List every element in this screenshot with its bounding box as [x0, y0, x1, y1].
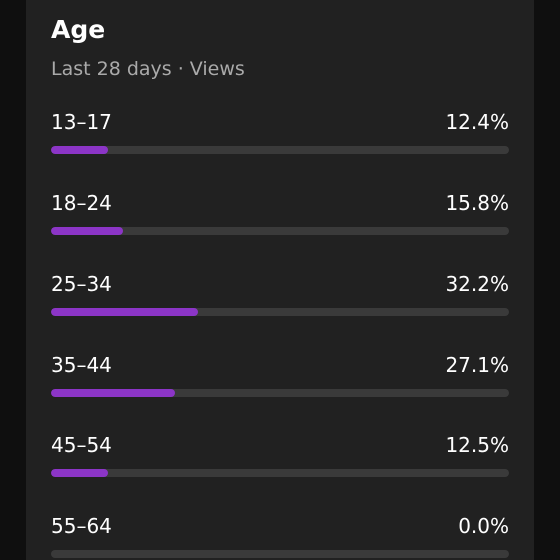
age-range-label: 35–44 [51, 353, 112, 377]
age-row: 25–34 32.2% [51, 271, 509, 321]
age-range-label: 55–64 [51, 514, 112, 538]
card-title: Age [51, 15, 106, 44]
progress-fill [51, 308, 199, 316]
age-row: 55–64 0.0% [51, 513, 509, 560]
age-range-label: 13–17 [51, 110, 112, 134]
card-subtitle: Last 28 days · Views [51, 58, 245, 80]
progress-track [51, 146, 509, 154]
progress-track [51, 469, 509, 477]
age-row: 18–24 15.8% [51, 190, 509, 240]
progress-track [51, 389, 509, 397]
age-percent-value: 15.8% [445, 191, 509, 215]
age-row: 45–54 12.5% [51, 432, 509, 482]
progress-track [51, 550, 509, 558]
progress-track [51, 227, 509, 235]
age-breakdown-card: Age Last 28 days · Views 13–17 12.4% 18–… [26, 0, 534, 560]
progress-fill [51, 227, 124, 235]
age-percent-value: 27.1% [445, 353, 509, 377]
age-percent-value: 12.5% [445, 433, 509, 457]
age-percent-value: 12.4% [445, 110, 509, 134]
progress-fill [51, 389, 176, 397]
age-row: 13–17 12.4% [51, 109, 509, 159]
age-percent-value: 0.0% [458, 514, 509, 538]
progress-fill [51, 469, 109, 477]
age-row: 35–44 27.1% [51, 352, 509, 402]
age-range-label: 25–34 [51, 272, 112, 296]
progress-track [51, 308, 509, 316]
age-range-label: 18–24 [51, 191, 112, 215]
age-percent-value: 32.2% [445, 272, 509, 296]
age-range-label: 45–54 [51, 433, 112, 457]
progress-fill [51, 146, 108, 154]
